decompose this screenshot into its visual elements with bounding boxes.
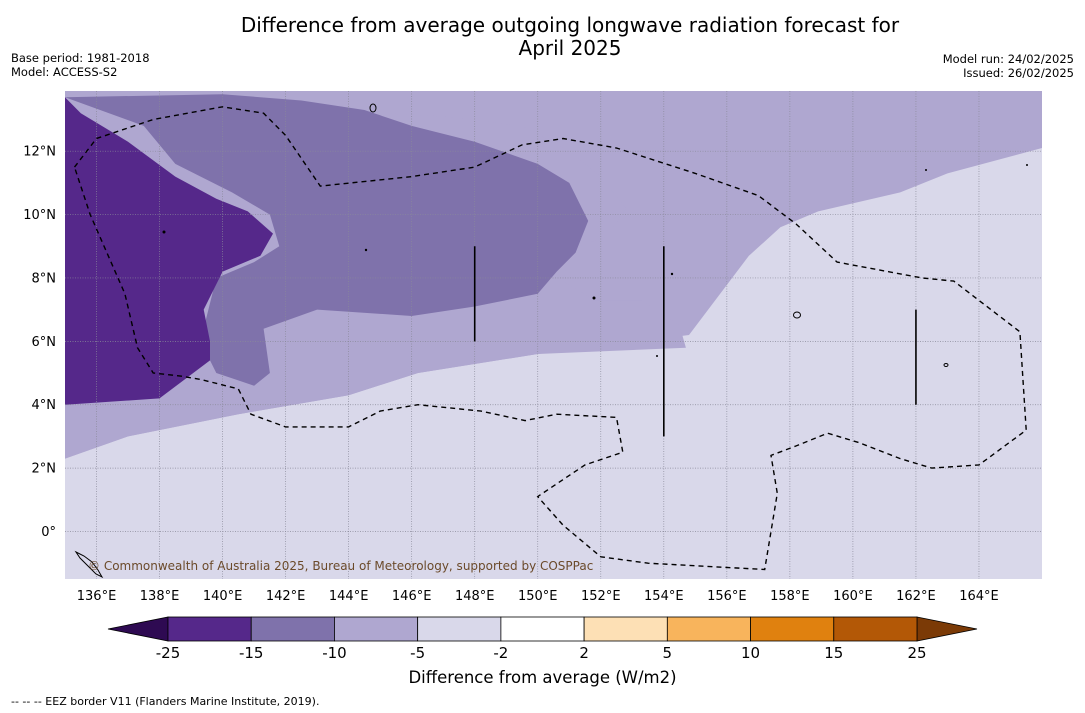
colorbar-segment [250,616,335,642]
colorbar: -25 -15 -10 -5 -2 2 5 10 15 25 [107,616,978,662]
x-tick-label: 164°E [959,589,999,604]
chart-title: Difference from average outgoing longwav… [170,14,970,60]
colorbar-segment [334,616,419,642]
base-period: Base period: 1981-2018 [11,51,150,65]
colorbar-tick-label: 15 [824,644,843,662]
issued-date: Issued: 26/02/2025 [963,66,1074,80]
colorbar-segment [750,616,835,642]
y-tick-label: 2°N [32,462,57,477]
colorbar-segment [167,616,252,642]
x-tick-label: 160°E [833,589,873,604]
x-tick-label: 162°E [896,589,936,604]
x-tick-label: 156°E [707,589,747,604]
x-tick-label: 142°E [266,589,306,604]
y-tick-label: 10°N [23,208,56,223]
y-tick-label: 8°N [32,271,57,286]
x-axis: 136°E 138°E 140°E 142°E 144°E 146°E 148°E 150°E… [77,589,999,604]
y-tick-label: 4°N [32,398,57,413]
y-tick-label: 6°N [32,335,57,350]
colorbar-tick-label: 10 [741,644,760,662]
island-outline [793,311,801,319]
colorbar-label: Difference from average (W/m2) [408,668,677,687]
y-axis: 0° 2°N 4°N 6°N 8°N 10°N 12°N [23,145,56,540]
island-dot [592,296,596,300]
x-tick-label: 152°E [581,589,621,604]
colorbar-segment [666,616,751,642]
plot-region: © Commonwealth of Australia 2025, Bureau… [65,91,1042,579]
island-dot [162,230,166,234]
colorbar-tick-label: -10 [322,644,347,662]
x-tick-label: 144°E [329,589,369,604]
x-tick-label: 158°E [770,589,810,604]
meta-right: Model run: 24/02/2025 Issued: 26/02/2025 [943,52,1074,80]
x-tick-label: 140°E [203,589,243,604]
colorbar-tick-label: -15 [239,644,264,662]
x-tick-label: 146°E [392,589,432,604]
field-bin-polygon [65,148,1042,579]
colorbar-tick-label: 5 [663,644,673,662]
island-dot [1026,164,1028,166]
colorbar-over-triangle [916,616,978,642]
colorbar-tick-label: -2 [493,644,508,662]
colorbar-tick-label: 2 [579,644,589,662]
x-tick-label: 148°E [455,589,495,604]
vertical-lines [473,246,917,437]
meta-left: Base period: 1981-2018 Model: ACCESS-S2 [11,51,150,79]
x-tick-label: 136°E [77,589,117,604]
colorbar-tick-label: -5 [410,644,425,662]
copyright-text: © Commonwealth of Australia 2025, Bureau… [88,559,593,573]
x-tick-label: 150°E [518,589,558,604]
colorbar-segment [833,616,918,642]
field-bin-polygon [65,94,589,386]
field-bin-polygon [65,97,273,405]
model-run: Model run: 24/02/2025 [942,52,1074,66]
island-layer [74,103,1028,579]
island-dot [670,272,674,276]
title-line-2: April 2025 [518,36,622,60]
y-tick-label: 12°N [23,145,56,160]
colorbar-under-triangle [107,616,169,642]
island-dot [925,169,927,171]
colorbar-tick-label: -25 [156,644,181,662]
model-name: Model: ACCESS-S2 [11,65,118,79]
colorbar-tick-label: 25 [907,644,926,662]
x-tick-label: 154°E [644,589,684,604]
y-tick-label: 0° [41,525,56,540]
x-tick-label: 138°E [140,589,180,604]
island-outline [943,363,949,367]
colorbar-segment [583,616,668,642]
footnote: -- -- -- EEZ border V11 (Flanders Marine… [11,695,320,708]
island-dot [656,355,658,357]
grid-layer [65,91,1042,579]
field-layer [65,94,1042,579]
island-outline [74,550,104,579]
island-dot [364,248,368,252]
island-outline [369,103,377,113]
eez-border-line [73,106,1027,571]
colorbar-segment [417,616,502,642]
title-line-1: Difference from average outgoing longwav… [240,13,900,37]
colorbar-segment [500,616,585,642]
